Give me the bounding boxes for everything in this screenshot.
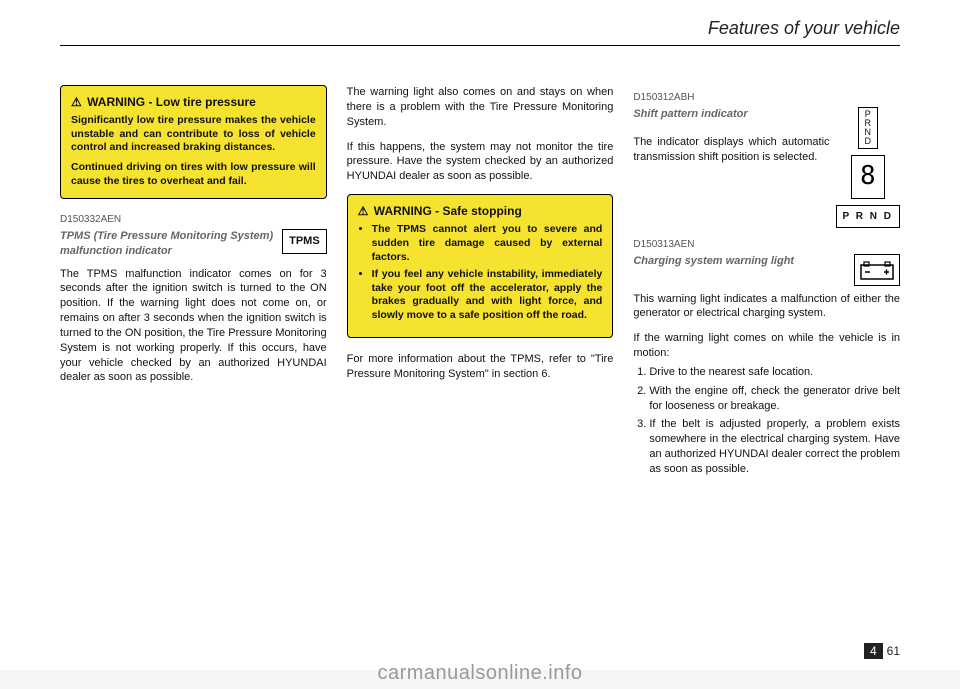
column-2: The warning light also comes on and stay… bbox=[347, 85, 614, 481]
shift-prnd-horizontal: P R N D bbox=[836, 205, 901, 229]
page-number: 61 bbox=[887, 644, 900, 658]
step-2: With the engine off, check the generator… bbox=[649, 384, 900, 414]
battery-icon bbox=[854, 254, 900, 286]
charging-para2: If the warning light comes on while the … bbox=[633, 331, 900, 361]
col2-para1: The warning light also comes on and stay… bbox=[347, 85, 614, 130]
warning-body-2: The TPMS cannot alert you to severe and … bbox=[358, 223, 603, 322]
warning-li-1: The TPMS cannot alert you to severe and … bbox=[372, 223, 603, 264]
shift-heading-row: P R N D 8 P R N D Shift pattern indicato… bbox=[633, 107, 900, 229]
warning-text-2: Continued driving on tires with low pres… bbox=[71, 161, 316, 188]
warning-heading: ⚠ WARNING - Low tire pressure bbox=[71, 94, 316, 110]
shift-seg-display: 8 bbox=[851, 155, 885, 199]
page-header: Features of your vehicle bbox=[60, 18, 900, 46]
code-tpms: D150332AEN bbox=[60, 213, 327, 227]
manual-page: Features of your vehicle ⚠ WARNING - Low… bbox=[0, 0, 960, 670]
warning-label: WARNING bbox=[374, 204, 432, 218]
charging-para1: This warning light indicates a malfuncti… bbox=[633, 292, 900, 322]
seg-digit: 8 bbox=[860, 159, 876, 194]
warning-label: WARNING bbox=[87, 95, 145, 109]
warning-low-tire: ⚠ WARNING - Low tire pressure Significan… bbox=[60, 85, 327, 199]
warning-li-2: If you feel any vehicle instability, imm… bbox=[372, 268, 603, 323]
warning-icon: ⚠ bbox=[71, 94, 82, 110]
content-columns: ⚠ WARNING - Low tire pressure Significan… bbox=[60, 85, 900, 481]
tpms-heading-row: TPMS TPMS (Tire Pressure Monitoring Syst… bbox=[60, 229, 327, 267]
warning-sublabel: - Low tire pressure bbox=[148, 95, 255, 109]
code-shift: D150312ABH bbox=[633, 91, 900, 105]
warning-icon: ⚠ bbox=[358, 203, 369, 219]
charging-steps: Drive to the nearest safe location. With… bbox=[633, 365, 900, 477]
col2-para3: For more information about the TPMS, ref… bbox=[347, 352, 614, 382]
warning-sublabel: - Safe stopping bbox=[435, 204, 522, 218]
step-1: Drive to the nearest safe location. bbox=[649, 365, 900, 380]
column-3: D150312ABH P R N D 8 P R N D Shift patte… bbox=[633, 85, 900, 481]
charging-heading-row: Charging system warning light bbox=[633, 254, 900, 292]
step-3: If the belt is adjusted properly, a prob… bbox=[649, 417, 900, 476]
page-footer: 4 61 bbox=[864, 644, 900, 658]
tpms-paragraph: The TPMS malfunction indicator comes on … bbox=[60, 267, 327, 386]
column-1: ⚠ WARNING - Low tire pressure Significan… bbox=[60, 85, 327, 481]
warning-heading-2: ⚠ WARNING - Safe stopping bbox=[358, 203, 603, 219]
tpms-icon: TPMS bbox=[282, 229, 327, 254]
shift-prnd-vertical: P R N D bbox=[858, 107, 879, 149]
warning-body: Significantly low tire pressure makes th… bbox=[71, 114, 316, 188]
shift-pattern-icons: P R N D 8 P R N D bbox=[836, 107, 901, 229]
col2-para2: If this happens, the system may not moni… bbox=[347, 140, 614, 185]
section-number: 4 bbox=[864, 643, 883, 659]
warning-safe-stopping: ⚠ WARNING - Safe stopping The TPMS canno… bbox=[347, 194, 614, 338]
watermark: carmanualsonline.info bbox=[377, 662, 582, 685]
code-charging: D150313AEN bbox=[633, 238, 900, 252]
warning-text-1: Significantly low tire pressure makes th… bbox=[71, 114, 316, 155]
